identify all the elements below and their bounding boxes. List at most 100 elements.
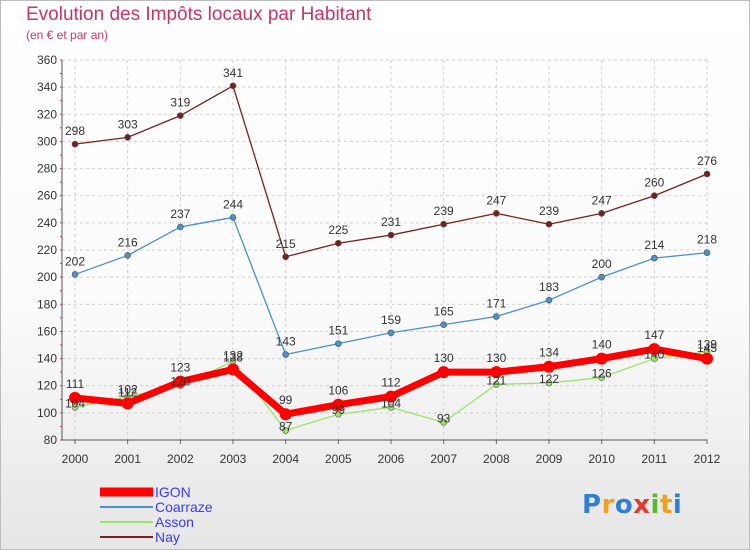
data-point-coarraze bbox=[545, 296, 553, 304]
x-tick-label: 2006 bbox=[378, 452, 405, 466]
data-label-coarraze: 183 bbox=[539, 280, 559, 294]
data-point-coarraze bbox=[282, 351, 289, 358]
data-point-nay bbox=[651, 192, 658, 200]
y-tick-label: 100 bbox=[37, 406, 57, 420]
x-tick-label: 2000 bbox=[62, 452, 89, 466]
data-label-asson: 104 bbox=[65, 396, 85, 410]
data-point-nay bbox=[282, 253, 289, 261]
data-point-coarraze bbox=[598, 273, 605, 281]
data-point-coarraze bbox=[440, 321, 447, 328]
data-label-igon: 106 bbox=[328, 384, 348, 398]
data-label-igon: 130 bbox=[486, 351, 506, 365]
legend-label-coarraze: Coarraze bbox=[155, 499, 213, 515]
data-point-nay bbox=[703, 170, 711, 178]
y-tick-label: 180 bbox=[37, 297, 57, 311]
x-tick-label: 2004 bbox=[272, 452, 299, 466]
y-tick-label: 340 bbox=[37, 80, 57, 94]
data-label-nay: 215 bbox=[276, 237, 296, 251]
data-label-asson: 138 bbox=[223, 350, 243, 364]
data-label-asson: 122 bbox=[539, 372, 559, 386]
data-label-asson: 87 bbox=[279, 420, 293, 434]
data-point-coarraze bbox=[651, 254, 658, 262]
x-tick-label: 2009 bbox=[536, 452, 563, 466]
legend-label-nay: Nay bbox=[155, 529, 180, 545]
x-tick-label: 2001 bbox=[114, 452, 141, 466]
data-point-igon bbox=[543, 360, 555, 373]
data-label-igon: 112 bbox=[381, 376, 400, 390]
data-label-nay: 247 bbox=[592, 193, 612, 207]
data-point-coarraze bbox=[493, 313, 500, 320]
data-label-asson: 140 bbox=[644, 348, 664, 362]
data-point-asson bbox=[387, 404, 395, 411]
y-tick-label: 120 bbox=[37, 379, 57, 393]
data-label-nay: 341 bbox=[223, 66, 243, 80]
x-tick-label: 2008 bbox=[483, 452, 510, 466]
data-label-igon: 130 bbox=[434, 351, 454, 365]
data-label-asson: 121 bbox=[486, 373, 506, 387]
legend-label-igon: IGON bbox=[155, 484, 191, 500]
data-label-coarraze: 218 bbox=[697, 233, 717, 247]
data-label-nay: 239 bbox=[434, 204, 454, 218]
logo-letter: t bbox=[659, 490, 673, 520]
data-point-igon bbox=[332, 398, 345, 411]
data-point-coarraze bbox=[124, 252, 131, 259]
data-point-asson bbox=[651, 355, 658, 362]
data-label-igon: 147 bbox=[644, 328, 664, 342]
y-tick-label: 80 bbox=[44, 433, 58, 447]
data-label-igon: 123 bbox=[170, 361, 190, 375]
data-label-nay: 260 bbox=[644, 176, 664, 190]
x-tick-label: 2005 bbox=[325, 452, 352, 466]
data-label-nay: 225 bbox=[328, 223, 348, 237]
data-label-coarraze: 244 bbox=[223, 197, 243, 211]
y-tick-label: 260 bbox=[37, 189, 57, 203]
logo-letter: P bbox=[582, 490, 602, 520]
data-label-coarraze: 165 bbox=[434, 305, 454, 319]
data-label-asson: 126 bbox=[592, 367, 612, 381]
data-point-asson bbox=[493, 381, 500, 388]
data-label-coarraze: 214 bbox=[644, 238, 664, 252]
data-point-asson bbox=[440, 419, 447, 426]
data-label-asson: 99 bbox=[332, 403, 346, 417]
data-point-nay bbox=[124, 134, 131, 141]
data-point-igon bbox=[121, 397, 134, 410]
data-label-coarraze: 143 bbox=[276, 335, 296, 349]
data-point-coarraze bbox=[335, 340, 342, 347]
logo-letter: i bbox=[650, 490, 660, 520]
data-point-igon bbox=[701, 352, 713, 365]
data-label-igon: 140 bbox=[592, 338, 612, 352]
y-tick-label: 200 bbox=[37, 270, 57, 284]
data-point-asson bbox=[282, 427, 289, 434]
data-point-igon bbox=[69, 391, 81, 404]
proxiti-logo: Proxiti bbox=[582, 490, 682, 520]
data-point-nay bbox=[493, 210, 500, 217]
data-label-nay: 303 bbox=[118, 117, 138, 131]
y-tick-label: 360 bbox=[37, 53, 57, 67]
y-tick-label: 140 bbox=[37, 352, 57, 366]
data-label-coarraze: 159 bbox=[381, 313, 401, 327]
logo-letter: i bbox=[672, 490, 683, 520]
data-point-coarraze bbox=[71, 271, 79, 278]
x-tick-label: 2007 bbox=[430, 452, 457, 466]
data-point-nay bbox=[335, 239, 342, 247]
data-label-coarraze: 171 bbox=[486, 297, 506, 311]
data-label-coarraze: 216 bbox=[118, 235, 138, 249]
x-tick-label: 2002 bbox=[167, 452, 194, 466]
data-label-nay: 231 bbox=[381, 215, 401, 229]
data-label-asson: 104 bbox=[381, 396, 401, 410]
data-label-igon: 132 bbox=[223, 348, 243, 362]
data-point-coarraze bbox=[177, 223, 184, 231]
x-tick-label: 2012 bbox=[694, 452, 721, 466]
data-label-coarraze: 200 bbox=[592, 257, 612, 271]
data-point-igon bbox=[174, 375, 187, 388]
y-tick-label: 300 bbox=[37, 134, 57, 148]
data-point-coarraze bbox=[229, 214, 237, 221]
data-point-asson bbox=[71, 404, 79, 411]
data-point-asson bbox=[545, 379, 553, 387]
data-label-coarraze: 151 bbox=[328, 324, 348, 338]
data-label-asson: 93 bbox=[437, 411, 451, 425]
data-label-nay: 298 bbox=[65, 124, 85, 138]
y-tick-label: 280 bbox=[37, 162, 57, 176]
x-tick-label: 2010 bbox=[588, 452, 615, 466]
